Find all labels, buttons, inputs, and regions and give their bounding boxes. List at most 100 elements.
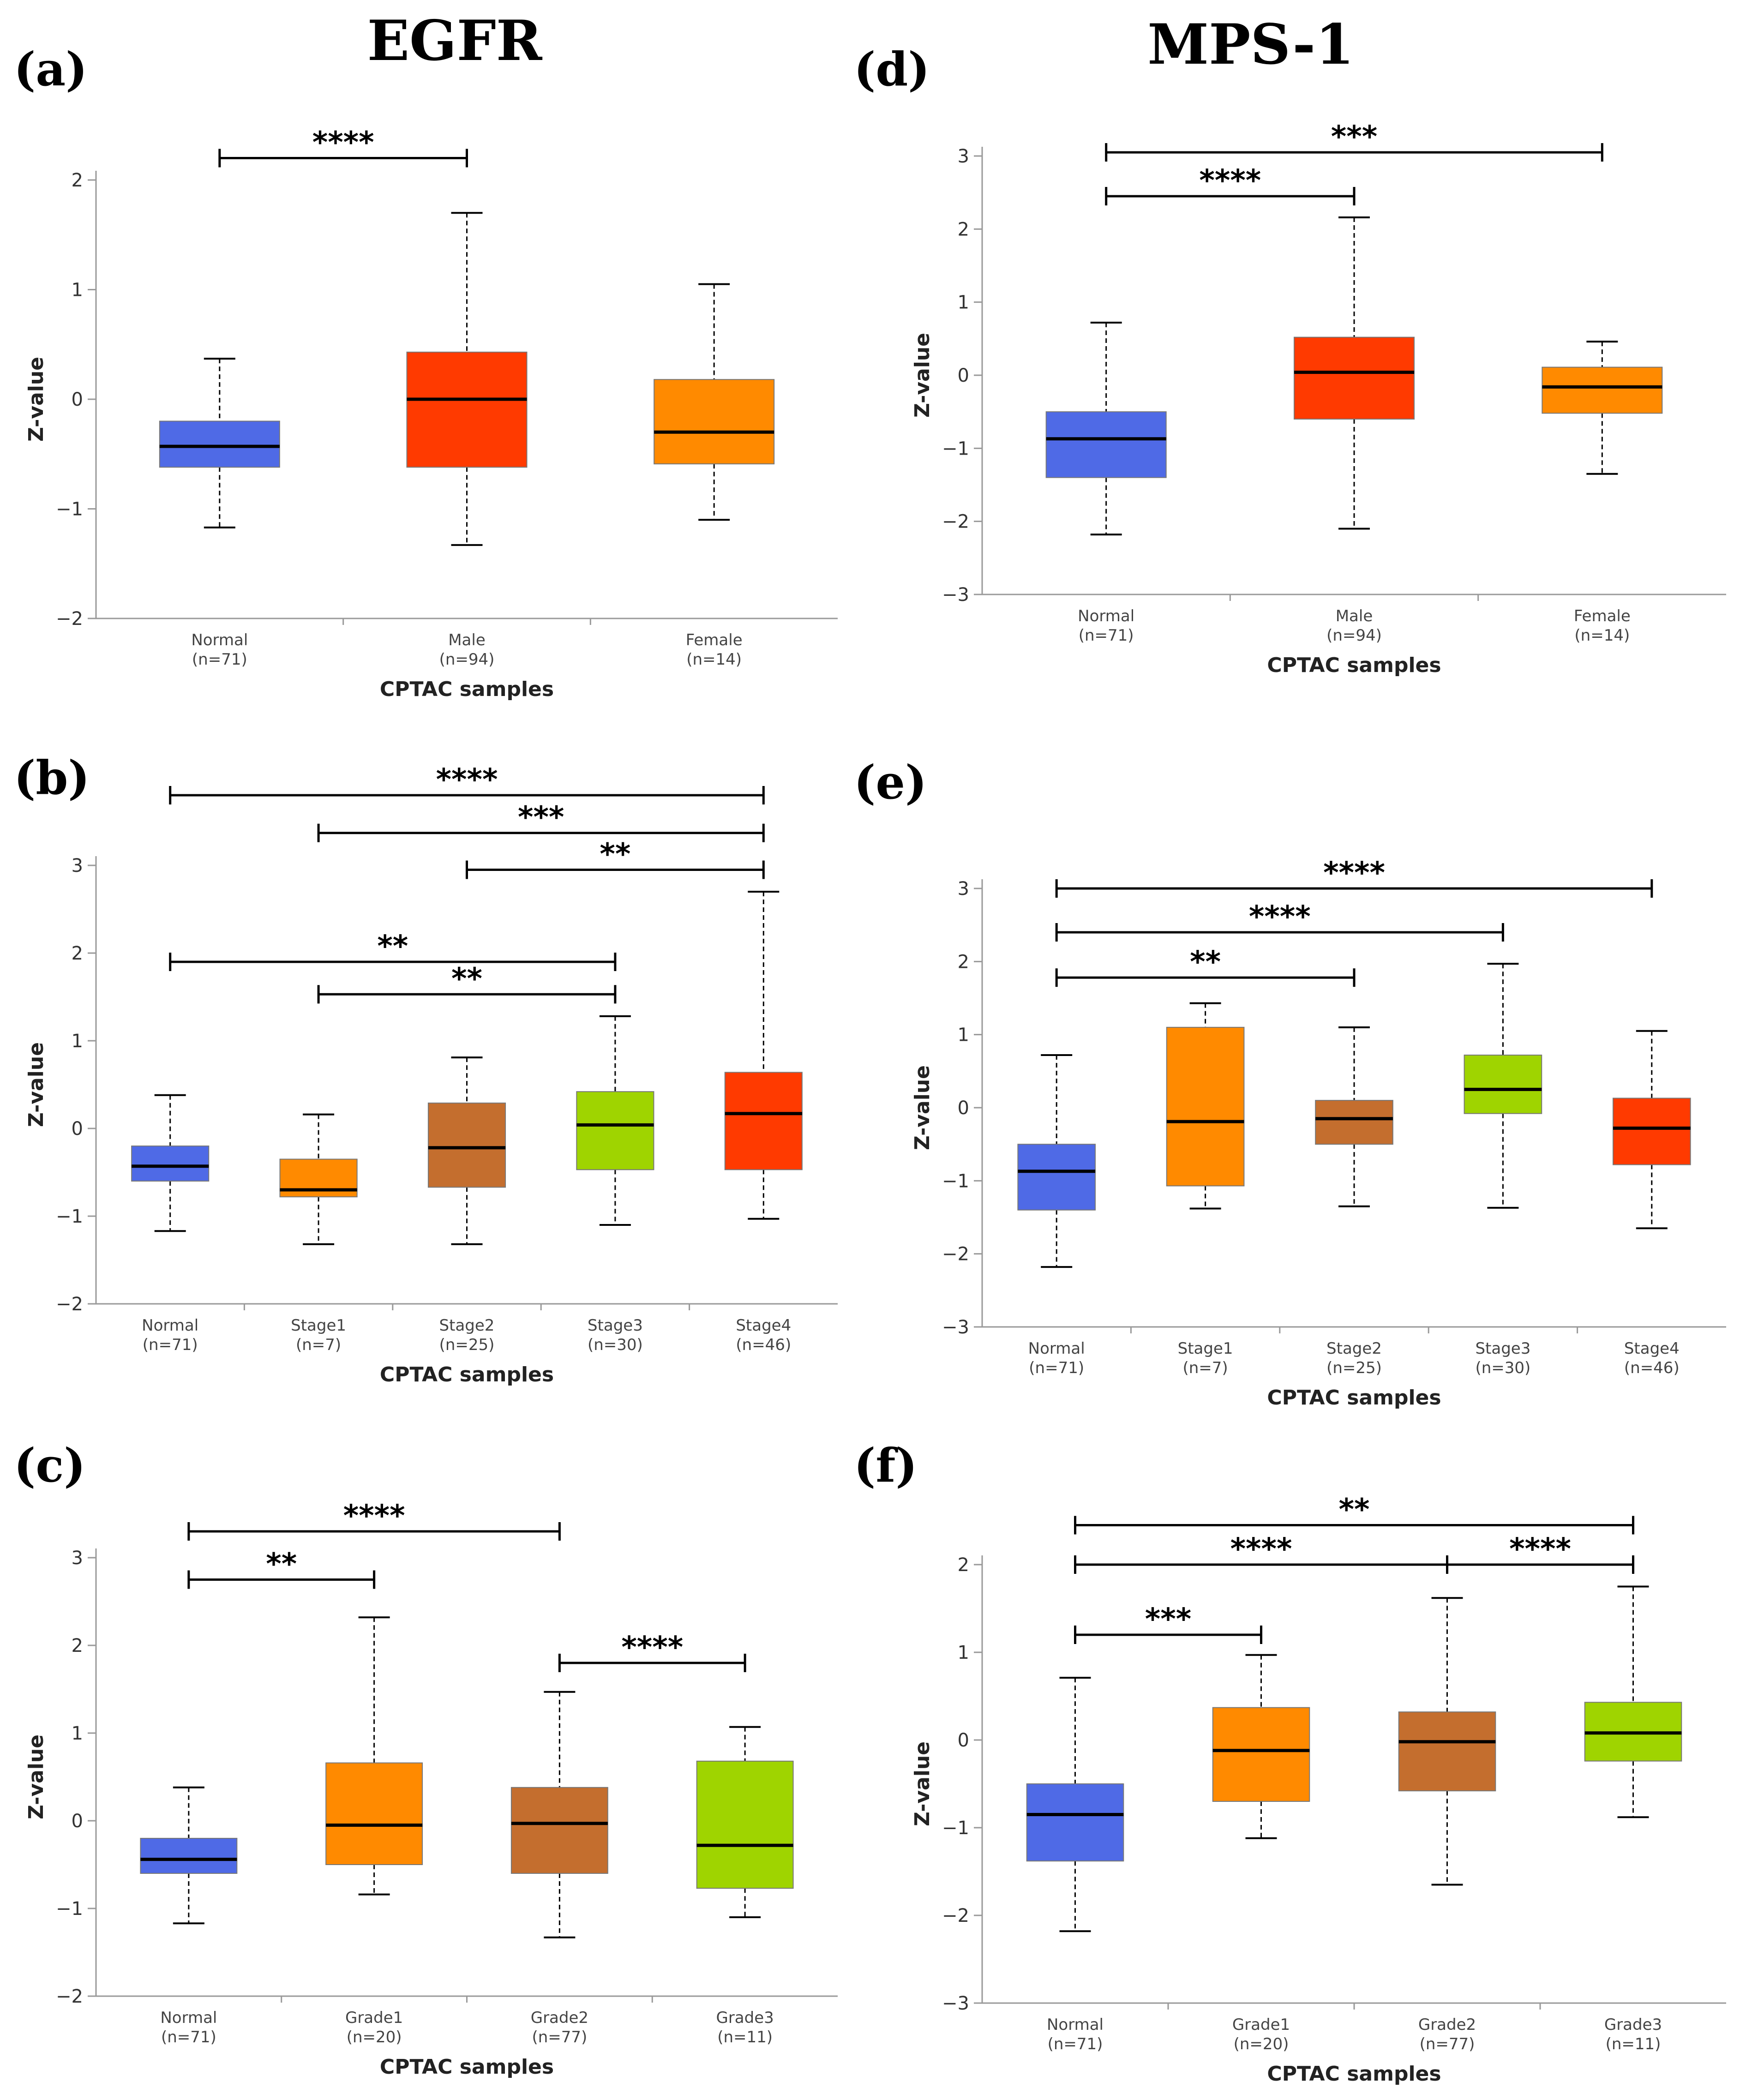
x-axis-title: CPTAC samples <box>1267 1386 1441 1410</box>
y-tick-label: 2 <box>72 943 83 964</box>
y-tick-label: 1 <box>958 292 969 313</box>
box-normal <box>131 1094 210 1232</box>
y-axis-title: Z-value <box>24 357 48 442</box>
y-tick-label: 1 <box>72 1031 83 1052</box>
significance-bracket: *** <box>1105 120 1603 162</box>
significance-label: *** <box>1331 120 1377 154</box>
box-grade3 <box>1584 1585 1682 1818</box>
iqr-box <box>1045 411 1167 478</box>
iqr-box <box>576 1091 654 1170</box>
box-stage2 <box>1315 1026 1393 1207</box>
category-count: (n=94) <box>1326 626 1382 645</box>
x-axis-title: CPTAC samples <box>1267 654 1441 677</box>
box-normal <box>140 1786 238 1925</box>
category-label: Normal <box>142 1316 198 1335</box>
significance-label: ** <box>600 838 630 872</box>
box-female <box>1542 341 1663 475</box>
significance-bracket: **** <box>187 1499 561 1541</box>
box-grade1 <box>1212 1654 1310 1839</box>
category-count: (n=14) <box>686 650 742 669</box>
iqr-box <box>131 1146 210 1182</box>
significance-bracket: ** <box>1074 1493 1634 1535</box>
significance-label: **** <box>621 1631 683 1665</box>
significance-label: ** <box>377 930 408 964</box>
y-axis-title: Z-value <box>911 1741 934 1826</box>
significance-bracket: ** <box>169 930 617 971</box>
category-count: (n=25) <box>1326 1359 1382 1377</box>
category-count: (n=7) <box>1182 1359 1228 1377</box>
y-tick-label: 0 <box>958 365 969 386</box>
y-tick-label: −1 <box>56 1206 83 1227</box>
category-count: (n=71) <box>1029 1359 1084 1377</box>
significance-label: *** <box>518 801 564 835</box>
box-stage4 <box>1612 1030 1691 1230</box>
category-label: Stage1 <box>1178 1339 1233 1358</box>
category-count: (n=71) <box>143 1336 198 1354</box>
category-count: (n=94) <box>439 650 495 669</box>
category-label: Stage4 <box>736 1316 791 1335</box>
y-tick-label: 2 <box>958 951 969 972</box>
y-tick-label: 1 <box>958 1642 969 1663</box>
y-tick-label: 3 <box>72 855 83 876</box>
significance-label: ** <box>266 1548 297 1582</box>
category-count: (n=77) <box>1420 2035 1475 2053</box>
category-count: (n=71) <box>192 650 247 669</box>
category-count: (n=14) <box>1574 626 1630 645</box>
iqr-box <box>696 1760 794 1889</box>
significance-bracket: ** <box>1055 945 1356 987</box>
category-label: Grade3 <box>1604 2016 1662 2034</box>
category-count: (n=71) <box>161 2028 216 2046</box>
y-axis-title: Z-value <box>911 333 934 418</box>
category-label: Female <box>686 631 743 649</box>
box-stage3 <box>1464 963 1542 1209</box>
significance-bracket: **** <box>218 126 468 168</box>
significance-bracket: ** <box>187 1548 376 1589</box>
significance-bracket: **** <box>1105 164 1356 206</box>
box-grade2 <box>1398 1597 1496 1886</box>
iqr-box <box>1026 1783 1124 1862</box>
iqr-box <box>1294 336 1415 420</box>
y-tick-label: 2 <box>958 219 969 240</box>
iqr-box <box>159 420 280 468</box>
y-tick-label: −3 <box>942 584 969 606</box>
significance-bracket: **** <box>1055 900 1504 942</box>
left-column-title: EGFR <box>367 8 543 73</box>
y-tick-label: −1 <box>56 1898 83 1920</box>
y-tick-label: 3 <box>72 1548 83 1569</box>
significance-bracket: **** <box>558 1631 746 1672</box>
category-count: (n=11) <box>1606 2035 1661 2053</box>
box-normal <box>159 358 280 528</box>
category-label: Stage3 <box>588 1316 643 1335</box>
panel-letter: (a) <box>14 42 87 96</box>
y-tick-label: −1 <box>942 1170 969 1192</box>
category-label: Stage4 <box>1624 1339 1680 1358</box>
category-label: Normal <box>160 2009 217 2027</box>
iqr-box <box>140 1838 238 1874</box>
category-count: (n=11) <box>717 2028 773 2046</box>
box-male <box>406 212 528 546</box>
iqr-box <box>427 1102 506 1188</box>
category-label: Stage3 <box>1475 1339 1530 1358</box>
x-axis-title: CPTAC samples <box>380 2055 554 2079</box>
category-label: Grade2 <box>531 2009 588 2027</box>
significance-bracket: *** <box>317 801 765 842</box>
category-label: Normal <box>1078 607 1134 625</box>
category-count: (n=46) <box>1624 1359 1680 1377</box>
x-axis-title: CPTAC samples <box>1267 2062 1441 2086</box>
significance-label: ** <box>451 962 482 996</box>
iqr-box <box>1212 1707 1310 1802</box>
significance-label: ** <box>1339 1493 1370 1527</box>
y-tick-label: 2 <box>72 170 83 191</box>
significance-label: **** <box>1199 164 1261 198</box>
x-axis-title: CPTAC samples <box>380 1363 554 1386</box>
y-axis-title: Z-value <box>24 1042 48 1127</box>
box-grade3 <box>696 1726 794 1918</box>
significance-bracket: **** <box>1446 1532 1634 1574</box>
box-stage1 <box>279 1113 358 1245</box>
box-male <box>1294 216 1415 530</box>
y-tick-label: 0 <box>72 1118 83 1140</box>
